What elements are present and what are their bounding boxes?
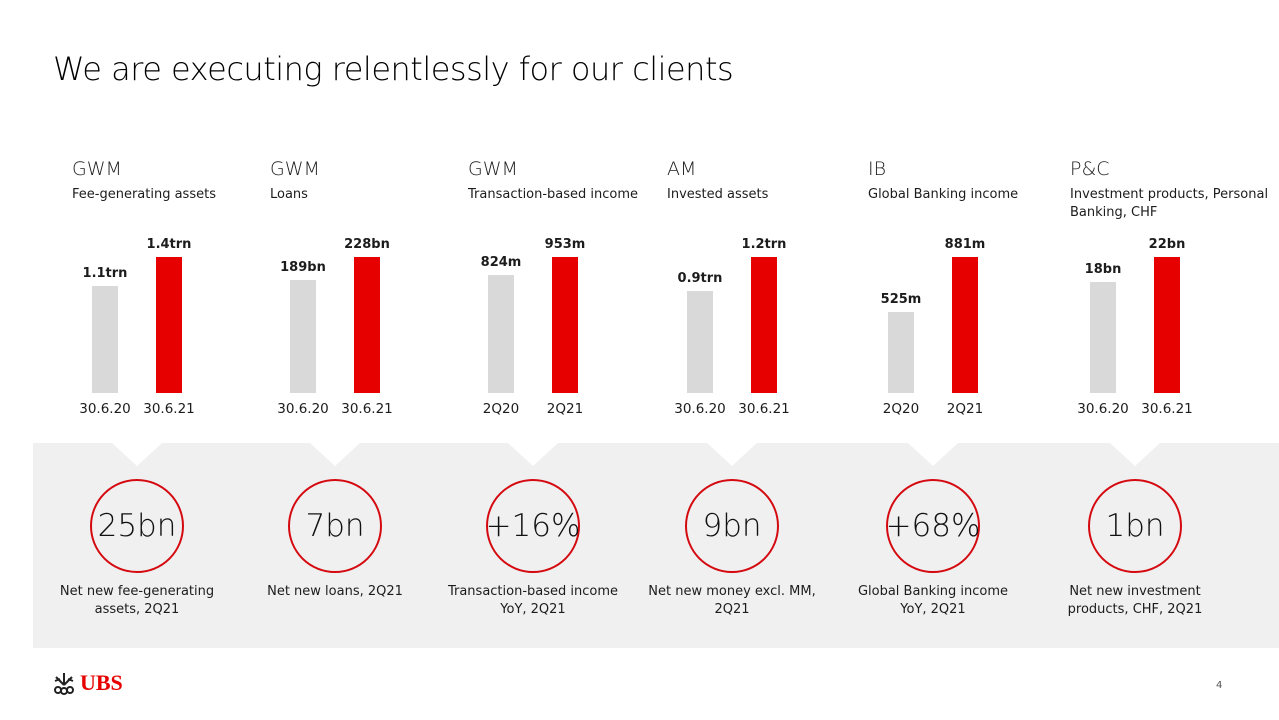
data-label: 1.1trn (82, 266, 128, 281)
kpi-circle: 7bn (288, 479, 382, 573)
data-label: 824m (480, 255, 522, 270)
bar-previous (1090, 282, 1116, 393)
segment-label: IB (868, 158, 887, 180)
x-tick-label: 30.6.21 (143, 401, 195, 417)
x-tick-label: 30.6.20 (277, 401, 329, 417)
kpi-circle: 1bn (1088, 479, 1182, 573)
page-title: We are executing relentlessly for our cl… (53, 50, 734, 88)
segment-label: GWM (72, 158, 122, 180)
bar-current (354, 257, 380, 393)
band-notch (508, 443, 558, 466)
band-notch (707, 443, 757, 466)
bar-previous (290, 280, 316, 393)
band-notch (1110, 443, 1160, 466)
data-label: 18bn (1084, 262, 1122, 277)
data-label: 1.2trn (741, 237, 787, 252)
bar-current (552, 257, 578, 393)
kpi-label: Net new investment products, CHF, 2Q21 (1067, 584, 1203, 617)
kpi-circle: +16% (486, 479, 580, 573)
chart-panel: IB Global Banking income 525m 2Q20 881m … (858, 0, 1068, 720)
logo-text: UBS (80, 670, 123, 695)
x-tick-label: 30.6.20 (79, 401, 131, 417)
x-tick-label: 30.6.20 (1077, 401, 1129, 417)
data-label: 22bn (1148, 237, 1186, 252)
kpi-band (33, 443, 1279, 648)
data-label: 881m (944, 237, 986, 252)
band-notch (908, 443, 958, 466)
x-tick-label: 30.6.21 (341, 401, 393, 417)
page-number: 4 (1216, 680, 1223, 691)
kpi-circle: 9bn (685, 479, 779, 573)
x-tick-label: 2Q21 (946, 401, 984, 417)
bar-current (1154, 257, 1180, 393)
bar-previous (488, 275, 514, 393)
segment-label: P&C (1070, 158, 1110, 180)
bar-previous (687, 291, 713, 393)
metric-subtitle: Investment products, Personal Banking, C… (1070, 187, 1269, 220)
bar-previous (888, 312, 914, 393)
segment-label: AM (667, 158, 697, 180)
kpi-label: Net new fee-generating assets, 2Q21 (59, 584, 215, 617)
bar-current (952, 257, 978, 393)
kpi-label: Net new loans, 2Q21 (267, 584, 403, 599)
band-notch (310, 443, 360, 466)
kpi-label: Transaction-based income YoY, 2Q21 (447, 584, 619, 617)
metric-subtitle: Invested assets (667, 187, 769, 202)
chart-panel: AM Invested assets 0.9trn 30.6.20 1.2trn… (648, 0, 867, 720)
ubs-logo: UBS (52, 670, 123, 696)
x-tick-label: 2Q21 (546, 401, 584, 417)
chart-panel: GWM Fee-generating assets 1.1trn 30.6.20… (60, 0, 272, 720)
data-label: 0.9trn (677, 271, 723, 286)
data-label: 1.4trn (146, 237, 192, 252)
data-label: 189bn (280, 260, 326, 275)
chart-panel: GWM Loans 189bn 30.6.20 228bn 30.6.21 7b… (267, 0, 470, 720)
bar-previous (92, 286, 118, 393)
keys-icon (54, 673, 74, 695)
x-tick-label: 30.6.21 (738, 401, 790, 417)
kpi-label: Net new money excl. MM, 2Q21 (648, 584, 816, 617)
x-tick-label: 2Q20 (482, 401, 520, 417)
chart-panel: P&C Investment products, Personal Bankin… (1068, 0, 1270, 720)
metric-subtitle: Global Banking income (868, 187, 1019, 202)
segment-label: GWM (468, 158, 518, 180)
metric-subtitle: Transaction-based income (468, 187, 639, 202)
metric-subtitle: Fee-generating assets (72, 187, 216, 202)
x-tick-label: 30.6.21 (1141, 401, 1193, 417)
metric-subtitle: Loans (270, 187, 308, 202)
kpi-label: Global Banking income YoY, 2Q21 (857, 584, 1009, 617)
x-tick-label: 30.6.20 (674, 401, 726, 417)
kpi-circle: +68% (886, 479, 980, 573)
bar-current (751, 257, 777, 393)
chart-panel: GWM Transaction-based income 824m 2Q20 9… (448, 0, 668, 720)
data-label: 953m (544, 237, 586, 252)
band-notch (112, 443, 162, 466)
bar-current (156, 257, 182, 393)
data-label: 228bn (344, 237, 390, 252)
kpi-circle: 25bn (90, 479, 184, 573)
segment-label: GWM (270, 158, 320, 180)
x-tick-label: 2Q20 (882, 401, 920, 417)
data-label: 525m (880, 292, 922, 307)
